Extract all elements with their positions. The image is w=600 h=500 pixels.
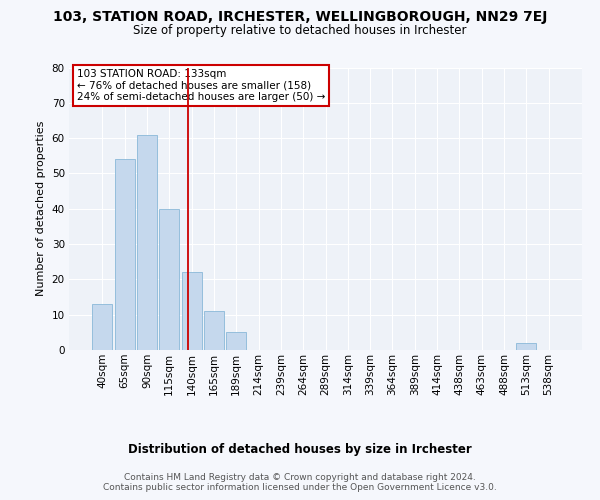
Text: 103, STATION ROAD, IRCHESTER, WELLINGBOROUGH, NN29 7EJ: 103, STATION ROAD, IRCHESTER, WELLINGBOR…	[53, 10, 547, 24]
Text: Distribution of detached houses by size in Irchester: Distribution of detached houses by size …	[128, 442, 472, 456]
Bar	[204, 311, 224, 350]
Text: 103 STATION ROAD: 133sqm
← 76% of detached houses are smaller (158)
24% of semi-: 103 STATION ROAD: 133sqm ← 76% of detach…	[77, 69, 325, 102]
Bar	[137, 134, 157, 350]
Bar	[516, 343, 536, 350]
Text: Contains HM Land Registry data © Crown copyright and database right 2024.
Contai: Contains HM Land Registry data © Crown c…	[103, 472, 497, 492]
Bar	[182, 272, 202, 350]
Bar	[92, 304, 112, 350]
Bar	[226, 332, 246, 350]
Bar	[115, 160, 135, 350]
Bar	[159, 209, 179, 350]
Text: Size of property relative to detached houses in Irchester: Size of property relative to detached ho…	[133, 24, 467, 37]
Y-axis label: Number of detached properties: Number of detached properties	[36, 121, 46, 296]
